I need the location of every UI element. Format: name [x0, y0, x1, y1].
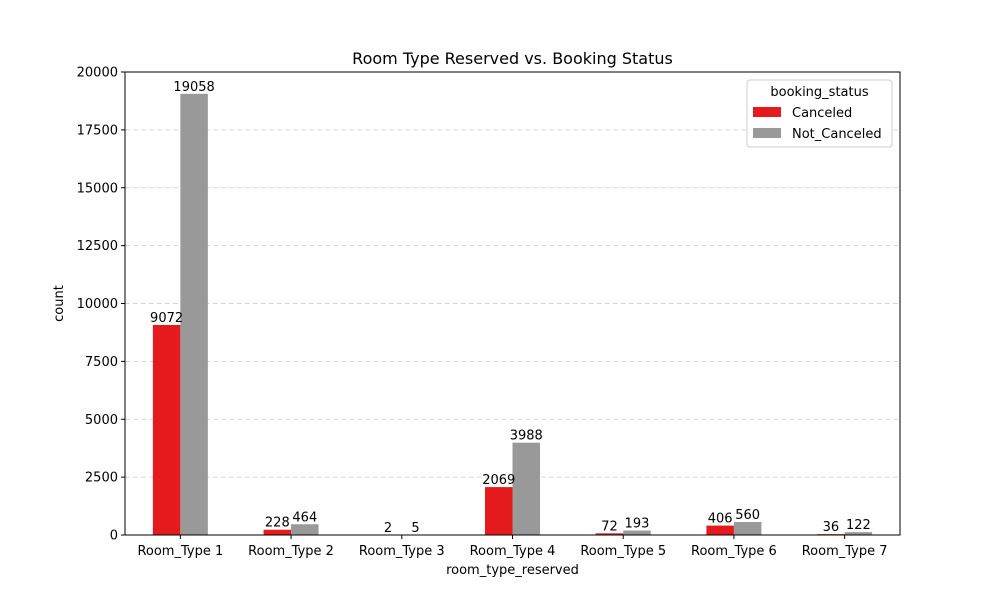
data-labels: 9072 19058 228 464 2 5 2069 3988 72 193 406 560 36 12…	[150, 80, 871, 536]
y-tick-label: 15000	[77, 181, 118, 196]
data-label: 122	[846, 518, 871, 533]
bar-not-canceled	[844, 532, 873, 535]
data-label: 3988	[510, 429, 543, 444]
legend-label: Canceled	[792, 106, 852, 121]
data-label: 36	[823, 520, 840, 535]
bar-not-canceled	[733, 522, 762, 535]
bar-not-canceled	[180, 93, 208, 535]
x-axis: Room_Type 1 Room_Type 2 Room_Type 3 Room_Ty…	[137, 535, 888, 559]
y-tick-label: 17500	[77, 123, 118, 138]
y-tick-label: 5000	[85, 413, 118, 428]
legend-items: Canceled Not_Canceled	[753, 106, 882, 142]
bars	[152, 93, 873, 535]
x-tick-label: Room_Type 7	[802, 544, 888, 559]
x-tick-label: Room_Type 6	[691, 544, 777, 559]
y-tick-label: 0	[110, 529, 118, 544]
bar-not-canceled	[291, 524, 319, 535]
data-label: 5	[411, 521, 419, 536]
chart-title: Room Type Reserved vs. Booking Status	[352, 49, 673, 68]
data-label: 560	[735, 508, 760, 523]
bar-canceled	[706, 525, 734, 535]
legend-swatch	[753, 107, 781, 117]
y-tick-label: 12500	[77, 239, 118, 254]
legend-title: booking_status	[770, 85, 868, 100]
legend-box	[746, 79, 893, 148]
bar-canceled	[263, 529, 292, 535]
x-tick-label: Room_Type 3	[359, 544, 445, 559]
bar-canceled	[595, 533, 624, 535]
y-tick-label: 20000	[77, 66, 118, 81]
y-axis-label: count	[52, 285, 67, 322]
data-label: 2069	[482, 473, 515, 488]
x-tick-label: Room_Type 2	[248, 544, 334, 559]
data-label: 228	[265, 516, 290, 531]
data-label: 406	[708, 512, 733, 527]
data-label: 9072	[150, 311, 183, 326]
bar-canceled	[485, 487, 513, 535]
bar-not-canceled	[512, 442, 540, 535]
x-axis-label: room_type_reserved	[446, 563, 579, 578]
bar-canceled	[152, 324, 181, 535]
legend-label: Not_Canceled	[792, 127, 882, 142]
data-label: 19058	[173, 80, 214, 95]
x-tick-label: Room_Type 4	[470, 544, 556, 559]
y-tick-label: 7500	[85, 355, 118, 370]
bar-not-canceled	[623, 530, 651, 535]
data-label: 464	[292, 510, 317, 525]
data-label: 2	[384, 521, 392, 536]
y-tick-label: 2500	[85, 471, 118, 486]
y-axis: 0 2500 5000 7500 10000 12500 15000 17500 20000	[77, 66, 125, 544]
data-label: 72	[601, 519, 618, 534]
legend: booking_status Canceled Not_Canceled	[746, 79, 893, 148]
y-tick-label: 10000	[77, 297, 118, 312]
data-label: 193	[625, 517, 650, 532]
legend-swatch	[753, 128, 781, 138]
x-tick-label: Room_Type 1	[137, 544, 223, 559]
x-tick-label: Room_Type 5	[580, 544, 666, 559]
